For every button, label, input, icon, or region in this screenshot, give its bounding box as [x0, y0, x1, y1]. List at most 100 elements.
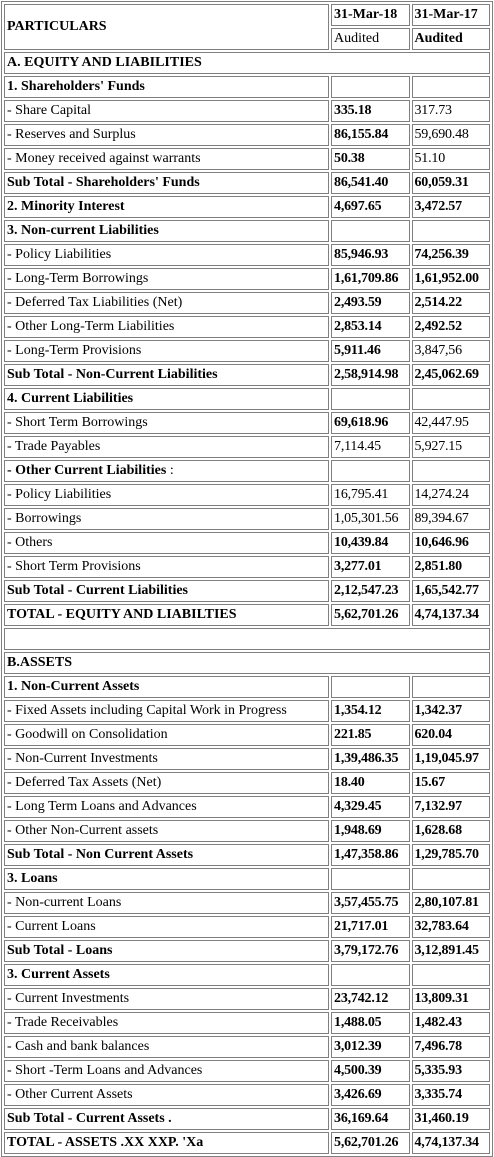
row-label-text: - Short Term Provisions: [7, 559, 141, 574]
value-2017: [411, 388, 490, 410]
row-label-text: Sub Total - Loans: [7, 943, 113, 958]
row-label-text: 3. Loans: [7, 871, 58, 886]
row-label-text: - Long-Term Provisions: [7, 343, 142, 358]
table-row: Sub Total - Non Current Assets 1,47,358.8…: [4, 844, 490, 866]
row-label-text: TOTAL - EQUITY AND LIABILTIES: [7, 607, 237, 622]
value-2018: 10,439.84: [331, 532, 410, 554]
value-2018: 1,47,358.86: [331, 844, 410, 866]
row-label: - Long-Term Provisions: [4, 340, 330, 362]
row-label-text: 3. Current Assets: [7, 967, 110, 982]
value-2017: 1,342.37: [411, 700, 490, 722]
row-label: B.ASSETS: [4, 652, 490, 674]
value-2018: 1,39,486.35: [331, 748, 410, 770]
row-label: - Non-Current Investments: [4, 748, 330, 770]
value-2018: [331, 676, 410, 698]
row-label: 3. Non-current Liabilities: [4, 220, 330, 242]
value-2018: 3,277.01: [331, 556, 410, 578]
row-label: - Other Current Assets: [4, 1084, 330, 1106]
row-label-text: 1. Non-Current Assets: [7, 679, 140, 694]
table-row: - Deferred Tax Liabilities (Net) 2,493.59…: [4, 292, 490, 314]
col2-status-header: Audited: [411, 28, 490, 50]
value-2018: 50.38: [331, 148, 410, 170]
value-2018: 3,426.69: [331, 1084, 410, 1106]
value-2018: 4,500.39: [331, 1060, 410, 1082]
row-label-text: 2. Minority Interest: [7, 199, 125, 214]
row-label-text: - Short Term Borrowings: [7, 415, 148, 430]
row-label-text: - Reserves and Surplus: [7, 127, 136, 142]
table-row: - Trade Payables 7,114.45 5,927.15: [4, 436, 490, 458]
section-gap-cell: [4, 628, 490, 650]
table-row: - Policy Liabilities 16,795.41 14,274.24: [4, 484, 490, 506]
row-label: - Trade Receivables: [4, 1012, 330, 1034]
value-2018: [331, 460, 410, 482]
value-2018: 21,717.01: [331, 916, 410, 938]
row-label-text: - Borrowings: [7, 511, 82, 526]
row-label: - Share Capital: [4, 100, 330, 122]
value-2017: 42,447.95: [411, 412, 490, 434]
value-2018: 16,795.41: [331, 484, 410, 506]
value-2018: 5,62,701.26: [331, 1132, 410, 1154]
value-2018: 2,12,547.23: [331, 580, 410, 602]
value-2018: 3,57,455.75: [331, 892, 410, 914]
row-label-text: Sub Total - Shareholders' Funds: [7, 175, 200, 190]
value-2017: 2,45,062.69: [411, 364, 490, 386]
value-2017: 10,646.96: [411, 532, 490, 554]
row-label-text: - Share Capital: [7, 103, 91, 118]
row-label-text: - Current Investments: [7, 991, 130, 1006]
table-row: 3. Current Assets: [4, 964, 490, 986]
header-row-1: PARTICULARS 31-Mar-18 31-Mar-17: [4, 4, 490, 50]
value-2018: 1,488.05: [331, 1012, 410, 1034]
row-label-text: - Trade Payables: [7, 439, 101, 454]
value-2018: [331, 76, 410, 98]
row-label: - Reserves and Surplus: [4, 124, 330, 146]
value-2017: 31,460.19: [411, 1108, 490, 1130]
row-label-text: - Policy Liabilities: [7, 247, 112, 262]
row-label: Sub Total - Non Current Assets: [4, 844, 330, 866]
table-row: - Short Term Borrowings 69,618.96 42,447.9…: [4, 412, 490, 434]
table-row: - Non-Current Investments 1,39,486.35 1,19…: [4, 748, 490, 770]
row-label: Sub Total - Shareholders' Funds: [4, 172, 330, 194]
row-label: Sub Total - Current Liabilities: [4, 580, 330, 602]
value-2017: [411, 76, 490, 98]
row-label: - Current Loans: [4, 916, 330, 938]
row-label: 3. Loans: [4, 868, 330, 890]
row-label: - Long-Term Borrowings: [4, 268, 330, 290]
value-2017: 89,394.67: [411, 508, 490, 530]
row-label-text: - Fixed Assets including Capital Work in…: [7, 703, 287, 718]
row-label: - Policy Liabilities: [4, 484, 330, 506]
row-label: - Other Current Liabilities :: [4, 460, 330, 482]
table-row: - Short -Term Loans and Advances 4,500.39…: [4, 1060, 490, 1082]
table-row: 1. Shareholders' Funds: [4, 76, 490, 98]
value-2017: 1,19,045.97: [411, 748, 490, 770]
row-label-text: 1. Shareholders' Funds: [7, 79, 145, 94]
row-label-text: - Other Non-Current assets: [7, 823, 159, 838]
table-row: - Cash and bank balances 3,012.39 7,496.78: [4, 1036, 490, 1058]
value-2018: [331, 868, 410, 890]
value-2018: 1,354.12: [331, 700, 410, 722]
table-row: Sub Total - Current Liabilities 2,12,547.…: [4, 580, 490, 602]
table-row: - Share Capital 335.18 317.73: [4, 100, 490, 122]
value-2018: 7,114.45: [331, 436, 410, 458]
table-row: - Others 10,439.84 10,646.96: [4, 532, 490, 554]
value-2017: 4,74,137.34: [411, 604, 490, 626]
row-label: 1. Non-Current Assets: [4, 676, 330, 698]
table-row: Sub Total - Shareholders' Funds 86,541.40…: [4, 172, 490, 194]
table-row: - Current Investments 23,742.12 13,809.31: [4, 988, 490, 1010]
row-label: 2. Minority Interest: [4, 196, 330, 218]
value-2017: [411, 868, 490, 890]
table-row: - Other Current Assets 3,426.69 3,335.74: [4, 1084, 490, 1106]
value-2017: 3,335.74: [411, 1084, 490, 1106]
row-label: - Trade Payables: [4, 436, 330, 458]
table-row: - Reserves and Surplus 86,155.84 59,690.48: [4, 124, 490, 146]
value-2017: 3,472.57: [411, 196, 490, 218]
value-2017: 7,132.97: [411, 796, 490, 818]
row-label: - Others: [4, 532, 330, 554]
value-2018: [331, 388, 410, 410]
row-label: - Other Non-Current assets: [4, 820, 330, 842]
value-2017: [411, 964, 490, 986]
row-label-text: - Deferred Tax Liabilities (Net): [7, 295, 183, 310]
table-row: - Policy Liabilities 85,946.93 74,256.39: [4, 244, 490, 266]
row-label: 1. Shareholders' Funds: [4, 76, 330, 98]
